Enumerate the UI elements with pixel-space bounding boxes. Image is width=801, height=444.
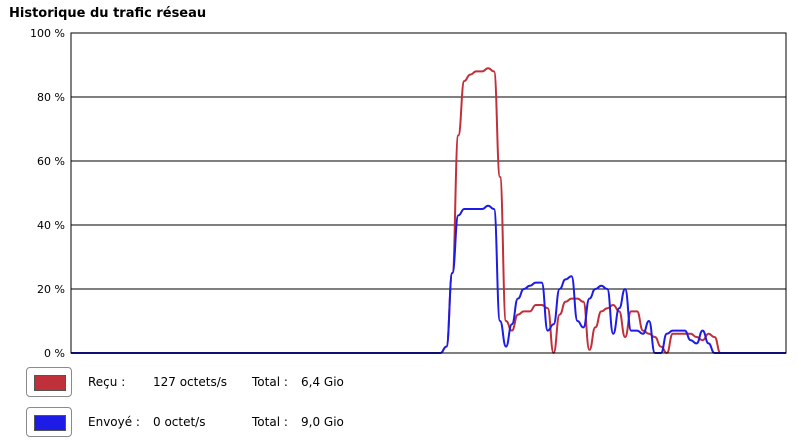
y-tick-label: 60 %	[37, 155, 65, 168]
y-tick-label: 100 %	[30, 27, 65, 40]
received-total-label: Total :	[252, 375, 288, 389]
series-line-sent	[71, 204, 786, 354]
sent-total-value: 9,0 Gio	[301, 415, 344, 429]
sent-total-label: Total :	[252, 415, 288, 429]
sent-color-swatch	[34, 415, 66, 431]
received-color-button[interactable]	[26, 367, 72, 397]
received-label: Reçu :	[88, 375, 126, 389]
plot-frame	[70, 32, 787, 354]
received-rate: 127 octets/s	[153, 375, 227, 389]
y-tick-label: 20 %	[37, 283, 65, 296]
y-axis-ticks: 0 % 20 % 40 % 60 % 80 % 100 %	[30, 27, 65, 360]
series-line-received	[71, 67, 786, 354]
sent-color-button[interactable]	[26, 407, 72, 437]
received-color-swatch	[34, 375, 66, 391]
received-total-value: 6,4 Gio	[301, 375, 344, 389]
sent-label: Envoyé :	[88, 415, 140, 429]
chart-title: Historique du trafic réseau	[9, 6, 207, 21]
y-tick-label: 40 %	[37, 219, 65, 232]
chart-series	[71, 67, 786, 354]
sent-rate: 0 octet/s	[153, 415, 206, 429]
chart-gridlines	[71, 96, 786, 290]
traffic-chart: 0 % 20 % 40 % 60 % 80 % 100 %	[30, 27, 787, 360]
y-tick-label: 0 %	[44, 347, 65, 360]
y-tick-label: 80 %	[37, 91, 65, 104]
